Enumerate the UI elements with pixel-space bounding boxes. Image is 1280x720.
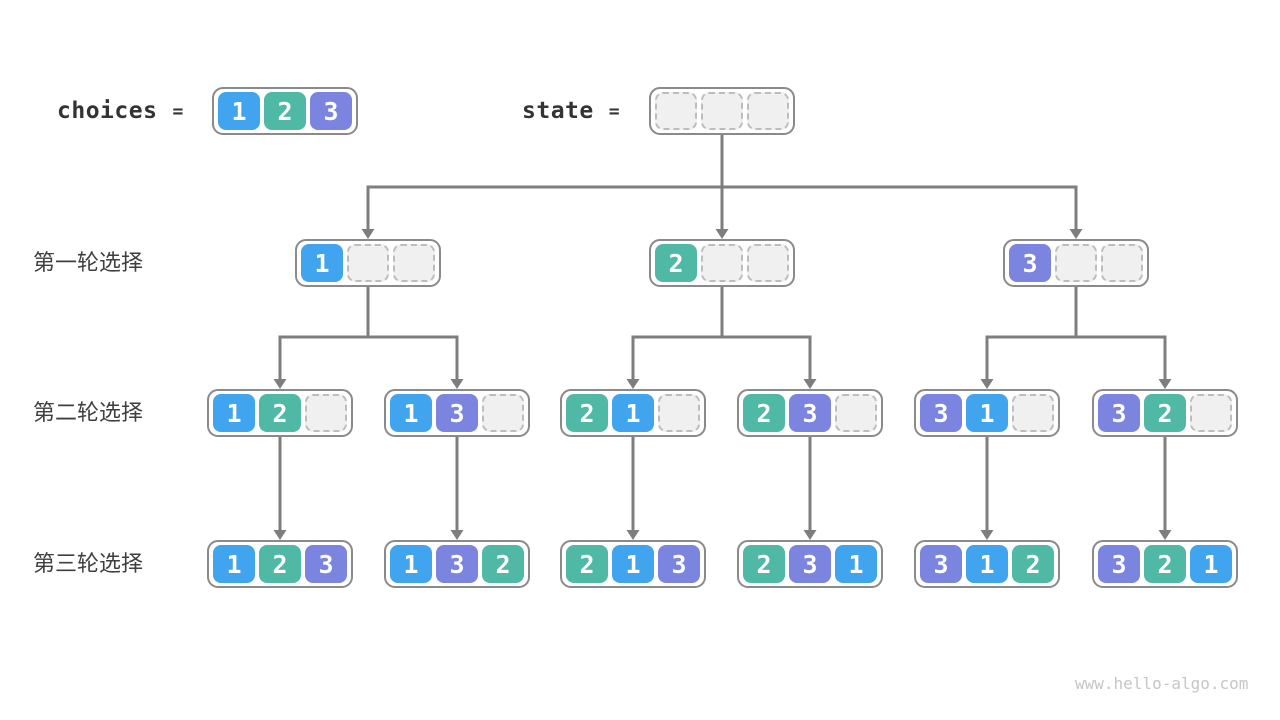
round1-state-box: 3 <box>1003 239 1149 287</box>
value-cell-3: 3 <box>789 545 831 583</box>
empty-cell <box>305 394 347 432</box>
value-cell-1: 1 <box>213 394 255 432</box>
choices-header: choices = <box>57 87 183 135</box>
value-cell-3: 3 <box>305 545 347 583</box>
value-cell-1: 1 <box>835 545 877 583</box>
empty-cell <box>347 244 389 282</box>
round-label-2: 第二轮选择 <box>33 400 144 425</box>
value-cell-2: 2 <box>264 92 306 130</box>
value-cell-2: 2 <box>743 394 785 432</box>
value-cell-3: 3 <box>789 394 831 432</box>
empty-cell <box>747 92 789 130</box>
choices-label: choices <box>57 98 158 124</box>
value-cell-2: 2 <box>1012 545 1054 583</box>
state-box <box>649 87 795 135</box>
round1-state-box: 2 <box>649 239 795 287</box>
empty-cell <box>835 394 877 432</box>
value-cell-1: 1 <box>966 394 1008 432</box>
value-cell-3: 3 <box>920 545 962 583</box>
value-cell-3: 3 <box>436 545 478 583</box>
value-cell-1: 1 <box>218 92 260 130</box>
value-cell-1: 1 <box>390 394 432 432</box>
empty-cell <box>747 244 789 282</box>
value-cell-2: 2 <box>259 394 301 432</box>
empty-cell <box>393 244 435 282</box>
equals-sign: = <box>172 100 184 122</box>
empty-cell <box>1055 244 1097 282</box>
empty-cell <box>655 92 697 130</box>
value-cell-1: 1 <box>301 244 343 282</box>
round-label-1: 第一轮选择 <box>33 250 144 275</box>
empty-cell <box>482 394 524 432</box>
value-cell-1: 1 <box>1190 545 1232 583</box>
value-cell-2: 2 <box>566 545 608 583</box>
empty-cell <box>1190 394 1232 432</box>
value-cell-2: 2 <box>566 394 608 432</box>
value-cell-3: 3 <box>1098 545 1140 583</box>
state-header: state = <box>522 87 620 135</box>
value-cell-2: 2 <box>482 545 524 583</box>
value-cell-1: 1 <box>612 394 654 432</box>
value-cell-3: 3 <box>436 394 478 432</box>
watermark: www.hello-algo.com <box>1075 674 1249 693</box>
empty-cell <box>701 92 743 130</box>
state-label: state <box>522 98 594 124</box>
value-cell-3: 3 <box>310 92 352 130</box>
empty-cell <box>1012 394 1054 432</box>
value-cell-2: 2 <box>1144 545 1186 583</box>
equals-sign: = <box>608 100 620 122</box>
round-label-3: 第三轮选择 <box>33 551 144 576</box>
empty-cell <box>658 394 700 432</box>
value-cell-2: 2 <box>1144 394 1186 432</box>
value-cell-1: 1 <box>213 545 255 583</box>
value-cell-3: 3 <box>920 394 962 432</box>
value-cell-3: 3 <box>1098 394 1140 432</box>
value-cell-1: 1 <box>390 545 432 583</box>
value-cell-2: 2 <box>655 244 697 282</box>
value-cell-3: 3 <box>1009 244 1051 282</box>
value-cell-3: 3 <box>658 545 700 583</box>
value-cell-1: 1 <box>966 545 1008 583</box>
value-cell-2: 2 <box>259 545 301 583</box>
round1-state-box: 1 <box>295 239 441 287</box>
empty-cell <box>1101 244 1143 282</box>
empty-cell <box>701 244 743 282</box>
value-cell-1: 1 <box>612 545 654 583</box>
value-cell-2: 2 <box>743 545 785 583</box>
